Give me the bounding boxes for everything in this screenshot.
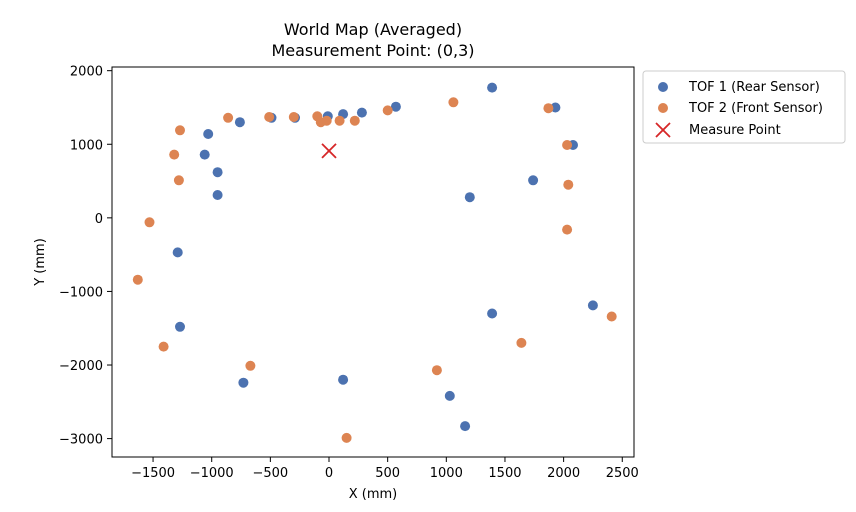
y-axis-ticks: 2000 1000 0 −1000 −2000 −3000 bbox=[59, 65, 112, 448]
point-series2-0 bbox=[175, 125, 185, 136]
point-series1-0 bbox=[199, 149, 210, 160]
legend-label-tof1: TOF 1 (Rear Sensor) bbox=[688, 80, 820, 95]
point-series1-3 bbox=[212, 190, 223, 200]
point-series1-1 bbox=[203, 129, 214, 139]
y-tick-label-0: 2000 bbox=[70, 65, 103, 80]
x-tick-label-4: 500 bbox=[375, 466, 400, 481]
point-series2-23 bbox=[516, 337, 527, 348]
point-series2-16 bbox=[562, 224, 573, 235]
chart-title: World Map (Averaged) bbox=[284, 20, 462, 39]
x-axis-label: X (mm) bbox=[349, 487, 398, 502]
point-series1-13 bbox=[528, 175, 539, 186]
legend-marker-tof2 bbox=[658, 103, 668, 113]
y-tick-label-2: 0 bbox=[95, 212, 103, 227]
plot-frame bbox=[111, 66, 635, 458]
legend-marker-measure-point bbox=[655, 122, 671, 138]
x-tick-label-7: 2000 bbox=[547, 466, 580, 481]
point-series1-18 bbox=[238, 377, 249, 388]
plot-points bbox=[132, 82, 617, 443]
y-tick-label-1: 1000 bbox=[70, 138, 103, 153]
legend: TOF 1 (Rear Sensor) TOF 2 (Front Sensor)… bbox=[642, 70, 846, 144]
y-tick-label-3: −1000 bbox=[59, 285, 103, 300]
x-axis-ticks: −1500 −1000 −500 0 500 1000 1500 2000 2500 bbox=[131, 457, 639, 481]
point-series2-9 bbox=[334, 115, 345, 126]
point-series1-9 bbox=[356, 107, 367, 118]
measure-point-stroke-2 bbox=[321, 143, 337, 159]
point-series2-19 bbox=[158, 341, 169, 352]
point-series1-17 bbox=[175, 321, 185, 332]
y-axis-label: Y (mm) bbox=[33, 238, 48, 287]
point-series2-20 bbox=[245, 360, 256, 371]
point-series1-12 bbox=[464, 192, 475, 203]
point-series2-12 bbox=[448, 97, 459, 108]
x-tick-label-6: 1500 bbox=[488, 466, 521, 481]
point-series1-10 bbox=[390, 101, 401, 112]
point-series2-24 bbox=[606, 311, 617, 322]
legend-frame bbox=[642, 70, 846, 144]
measure-point-marker bbox=[321, 143, 337, 159]
x-tick-label-0: −1500 bbox=[131, 466, 175, 481]
point-series1-23 bbox=[587, 300, 598, 311]
point-series2-21 bbox=[341, 432, 352, 443]
point-series1-19 bbox=[338, 374, 349, 385]
x-tick-label-1: −1000 bbox=[190, 466, 234, 481]
x-tick-label-5: 1000 bbox=[430, 466, 463, 481]
point-series2-14 bbox=[562, 140, 573, 150]
point-series2-18 bbox=[132, 274, 143, 285]
point-series2-13 bbox=[543, 103, 554, 114]
legend-label-tof2: TOF 2 (Front Sensor) bbox=[688, 101, 823, 116]
point-series1-16 bbox=[172, 247, 183, 258]
x-tick-label-3: 0 bbox=[325, 466, 333, 481]
point-series2-11 bbox=[382, 105, 393, 116]
x-tick-label-8: 2500 bbox=[606, 466, 639, 481]
point-series2-10 bbox=[349, 115, 360, 126]
y-tick-label-5: −3000 bbox=[59, 433, 103, 448]
point-series1-21 bbox=[444, 390, 455, 401]
legend-marker-tof1 bbox=[658, 82, 668, 92]
point-series2-5 bbox=[288, 112, 299, 122]
point-series2-3 bbox=[223, 112, 234, 123]
point-series2-8 bbox=[321, 115, 332, 126]
y-tick-label-4: −2000 bbox=[59, 359, 103, 374]
point-series1-11 bbox=[487, 82, 498, 93]
point-series2-4 bbox=[264, 112, 275, 122]
legend-label-measure-point: Measure Point bbox=[689, 123, 781, 138]
point-series2-17 bbox=[144, 217, 155, 228]
point-series2-15 bbox=[563, 179, 574, 190]
point-series2-2 bbox=[173, 175, 184, 186]
point-series2-1 bbox=[169, 149, 180, 160]
x-tick-label-2: −500 bbox=[253, 466, 289, 481]
chart-subtitle: Measurement Point: (0,3) bbox=[271, 41, 474, 60]
point-series2-22 bbox=[431, 365, 442, 376]
point-series1-22 bbox=[460, 421, 471, 432]
point-series1-2 bbox=[212, 167, 223, 178]
point-series1-4 bbox=[234, 117, 245, 128]
point-series1-20 bbox=[487, 308, 498, 319]
